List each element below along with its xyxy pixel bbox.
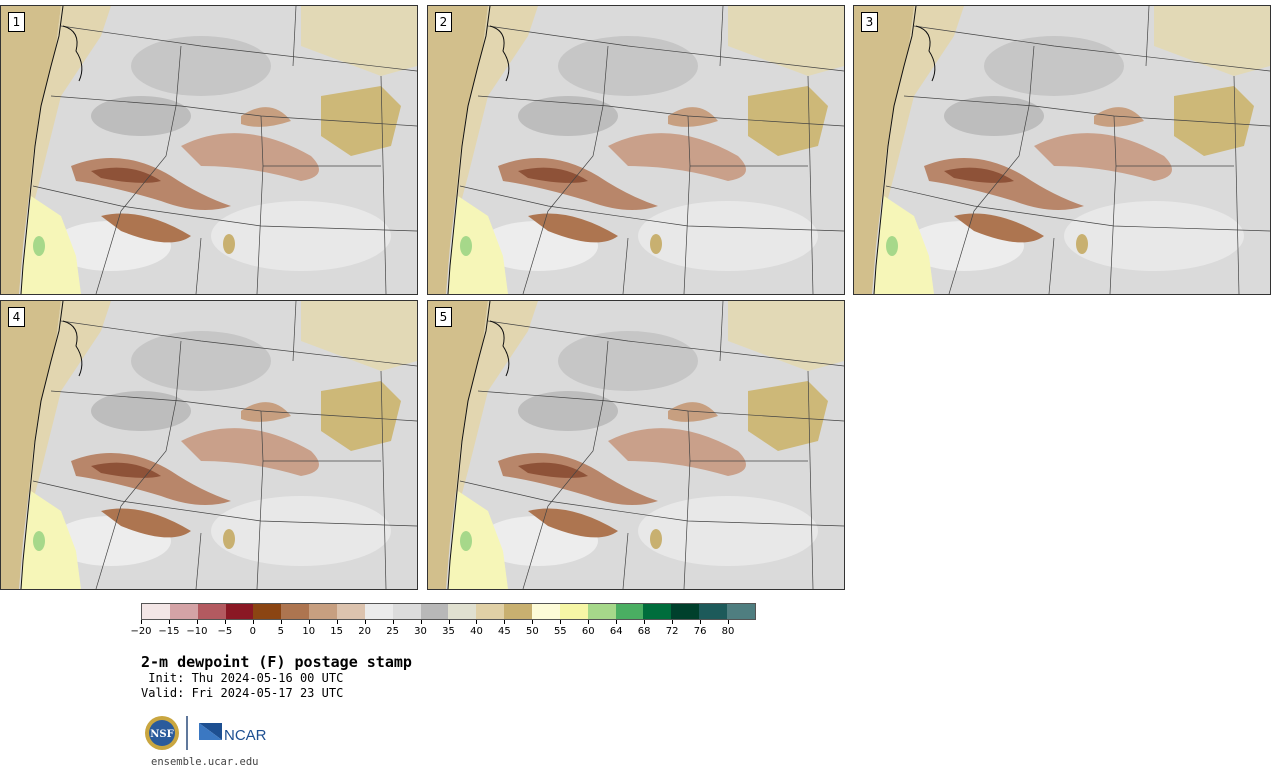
colorbar-tick-label: 0 (249, 626, 256, 637)
colorbar-tick-label: −10 (186, 626, 208, 637)
ensemble-member-panel-2: 2 (427, 5, 845, 295)
colorbar-tick (504, 620, 506, 624)
colorbar-swatch (225, 604, 254, 619)
ncar-logo-text: NCAR (224, 727, 267, 744)
colorbar-tick-label: 45 (498, 626, 511, 637)
member-label[interactable]: 3 (861, 12, 878, 32)
colorbar-tick (308, 620, 310, 624)
colorbar-tick-label: 40 (470, 626, 483, 637)
colorbar-swatch (671, 604, 700, 619)
colorbar-swatch (142, 604, 170, 619)
colorbar-tick-label: 35 (442, 626, 455, 637)
nsf-logo-text: NSF (150, 729, 173, 740)
colorbar-swatch (643, 604, 672, 619)
colorbar-tick-label: 50 (525, 626, 539, 637)
colorbar-swatch (253, 604, 282, 619)
nsf-logo-icon[interactable]: NSF (145, 716, 179, 750)
colorbar-tick (141, 620, 142, 624)
page-title: 2-m dewpoint (F) postage stamp (141, 653, 412, 671)
colorbar-tick-label: −15 (158, 626, 180, 637)
colorbar-tick-label: 5 (277, 626, 284, 637)
colorbar-tick (224, 620, 226, 624)
colorbar-tick (672, 620, 674, 624)
colorbar-swatch (587, 604, 616, 619)
colorbar-swatch (699, 604, 728, 619)
colorbar-swatch (281, 604, 310, 619)
colorbar-tick-label: 55 (553, 626, 567, 637)
colorbar-tick (532, 620, 534, 624)
colorbar-tick (196, 620, 198, 624)
ensemble-member-panel-1: 1 (0, 5, 418, 295)
dewpoint-colorbar (141, 603, 756, 620)
colorbar-swatch (337, 604, 365, 619)
member-label[interactable]: 4 (8, 307, 25, 327)
member-label[interactable]: 2 (435, 12, 452, 32)
colorbar-tick-label: −5 (217, 626, 233, 637)
ncar-logo-icon[interactable]: NCAR (199, 723, 267, 744)
colorbar-swatch (727, 604, 755, 619)
colorbar-tick (728, 620, 730, 624)
init-time: Init: Thu 2024-05-16 00 UTC (141, 671, 344, 685)
ensemble-member-panel-4: 4 (0, 300, 418, 590)
colorbar-tick (700, 620, 702, 624)
colorbar-tick (336, 620, 338, 624)
colorbar-swatch (615, 604, 644, 619)
colorbar-tick (560, 620, 562, 624)
member-label[interactable]: 1 (8, 12, 25, 32)
valid-time: Valid: Fri 2024-05-17 23 UTC (141, 686, 344, 700)
colorbar-swatch (504, 604, 533, 619)
ensemble-member-panel-5: 5 (427, 300, 845, 590)
colorbar-tick (168, 620, 170, 624)
colorbar-tick-label: 10 (302, 626, 316, 637)
colorbar-tick (280, 620, 282, 624)
colorbar-tick (364, 620, 366, 624)
colorbar-ticks: −20 −15 −10 −5 0 5 10 15 20 25 30 35 40 45 50 55 60 64 68 7… (130, 620, 756, 640)
colorbar-tick (476, 620, 478, 624)
colorbar-tick (644, 620, 646, 624)
colorbar-tick (448, 620, 450, 624)
colorbar-swatch (476, 604, 505, 619)
colorbar-tick-label: 76 (693, 626, 707, 637)
colorbar-swatch (197, 604, 226, 619)
colorbar-tick-label: 80 (721, 626, 735, 637)
colorbar-swatch (420, 604, 449, 619)
colorbar-tick-label: 60 (581, 626, 595, 637)
colorbar-swatch (392, 604, 421, 619)
colorbar-tick (252, 620, 254, 624)
member-label[interactable]: 5 (435, 307, 452, 327)
logos: NSF NCAR (145, 716, 267, 750)
colorbar-swatch (364, 604, 393, 619)
colorbar-tick (588, 620, 590, 624)
colorbar-tick-label: 64 (609, 626, 623, 637)
colorbar-tick-label: 20 (358, 626, 371, 637)
colorbar-tick-label: −20 (130, 626, 152, 637)
colorbar-tick-label: 30 (414, 626, 427, 637)
colorbar-tick-label: 15 (330, 626, 344, 637)
colorbar-swatch (532, 604, 560, 619)
colorbar-tick (420, 620, 422, 624)
colorbar-tick (616, 620, 618, 624)
colorbar-tick (392, 620, 394, 624)
site-url: ensemble.ucar.edu (151, 756, 259, 768)
colorbar-swatch (448, 604, 477, 619)
colorbar-swatch (309, 604, 338, 619)
colorbar-swatch (559, 604, 588, 619)
colorbar-tick-label: 68 (637, 626, 651, 637)
colorbar-tick-label: 72 (665, 626, 679, 637)
colorbar-swatch (169, 604, 198, 619)
ensemble-member-panel-3: 3 (853, 5, 1271, 295)
colorbar-tick-label: 25 (386, 626, 399, 637)
